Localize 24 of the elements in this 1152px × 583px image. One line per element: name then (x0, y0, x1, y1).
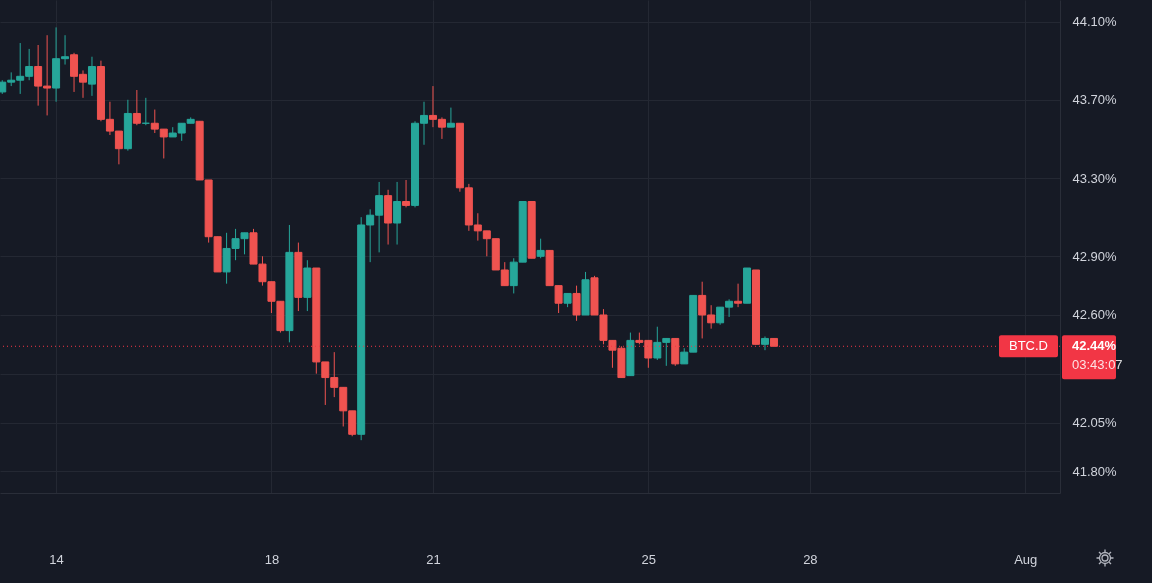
x-tick-label: 14 (49, 551, 64, 567)
annotation: BTC.D (1009, 338, 1048, 354)
candlestick (132, 89, 141, 126)
candlestick (760, 335, 769, 351)
candlestick (536, 238, 545, 259)
candlestick (393, 181, 402, 246)
y-tick-label: 42.05% (1072, 415, 1118, 431)
x-tick-label: 28 (803, 551, 818, 567)
x-tick-label: 18 (264, 551, 280, 567)
x-tick-label: 25 (641, 551, 657, 567)
y-tick-label: 42.90% (1072, 248, 1118, 264)
candlestick (572, 285, 581, 322)
candlestick (402, 179, 411, 208)
y-tick-label: 44.10% (1072, 14, 1118, 30)
x-tick-label: Aug (1014, 551, 1038, 567)
y-tick-label: 43.30% (1072, 170, 1118, 186)
candlestick (446, 107, 455, 128)
y-tick-label: 42.60% (1072, 307, 1118, 323)
candlestick (87, 56, 96, 97)
y-tick-label: 43.70% (1072, 92, 1118, 108)
y-tick-label: 41.80% (1072, 463, 1118, 479)
ref-line-label: 42.44% (1072, 338, 1117, 354)
x-tick-label: 21 (426, 551, 441, 567)
candlestick (734, 283, 743, 308)
